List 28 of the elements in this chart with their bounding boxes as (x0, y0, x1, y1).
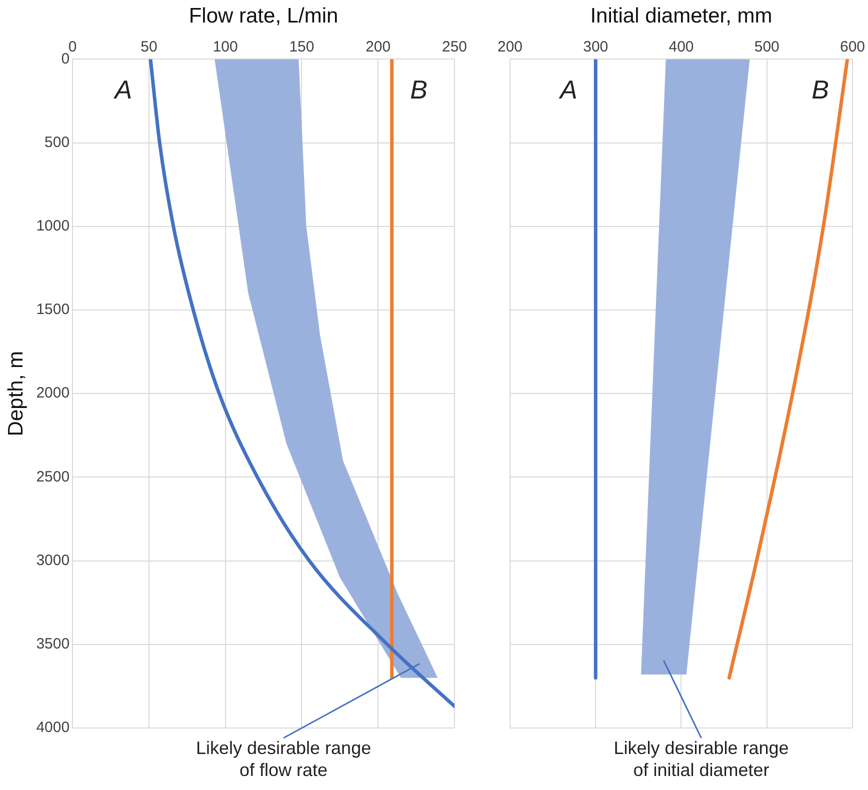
x-axis-title: Flow rate, L/min (188, 4, 338, 28)
y-tick-label: 500 (44, 134, 70, 151)
y-tick-label: 3500 (36, 636, 70, 653)
x-tick-label: 150 (289, 38, 314, 56)
x-axis-title: Initial diameter, mm (590, 4, 772, 28)
x-tick-label: 100 (212, 38, 238, 56)
text: Likely desirable range of flow rate (196, 738, 372, 780)
x-tick-label: 400 (668, 38, 694, 56)
x-tick-label: 200 (497, 38, 523, 56)
y-tick-label: 0 (61, 50, 70, 68)
y-tick-label: 2000 (36, 384, 70, 402)
series-label: A (558, 74, 578, 104)
y-tick-label: 3000 (36, 552, 70, 569)
x-tick-label: 500 (754, 38, 780, 56)
y-tick-label: 4000 (36, 719, 70, 736)
y-tick-label: 1000 (36, 218, 70, 235)
y-axis-title: Depth, m (4, 351, 28, 436)
x-tick-label: 250 (442, 38, 467, 56)
text: Likely desirable range of initial diameter (614, 738, 789, 780)
x-tick-label: 300 (583, 38, 608, 56)
series-label: B (410, 74, 428, 104)
series-label: B (812, 74, 830, 104)
y-tick-label: 1500 (36, 301, 70, 318)
series-label: A (112, 74, 132, 104)
x-tick-label: 50 (140, 38, 158, 56)
x-tick-label: 200 (366, 38, 391, 56)
x-tick-label: 600 (840, 38, 865, 56)
y-tick-label: 2500 (36, 468, 70, 486)
